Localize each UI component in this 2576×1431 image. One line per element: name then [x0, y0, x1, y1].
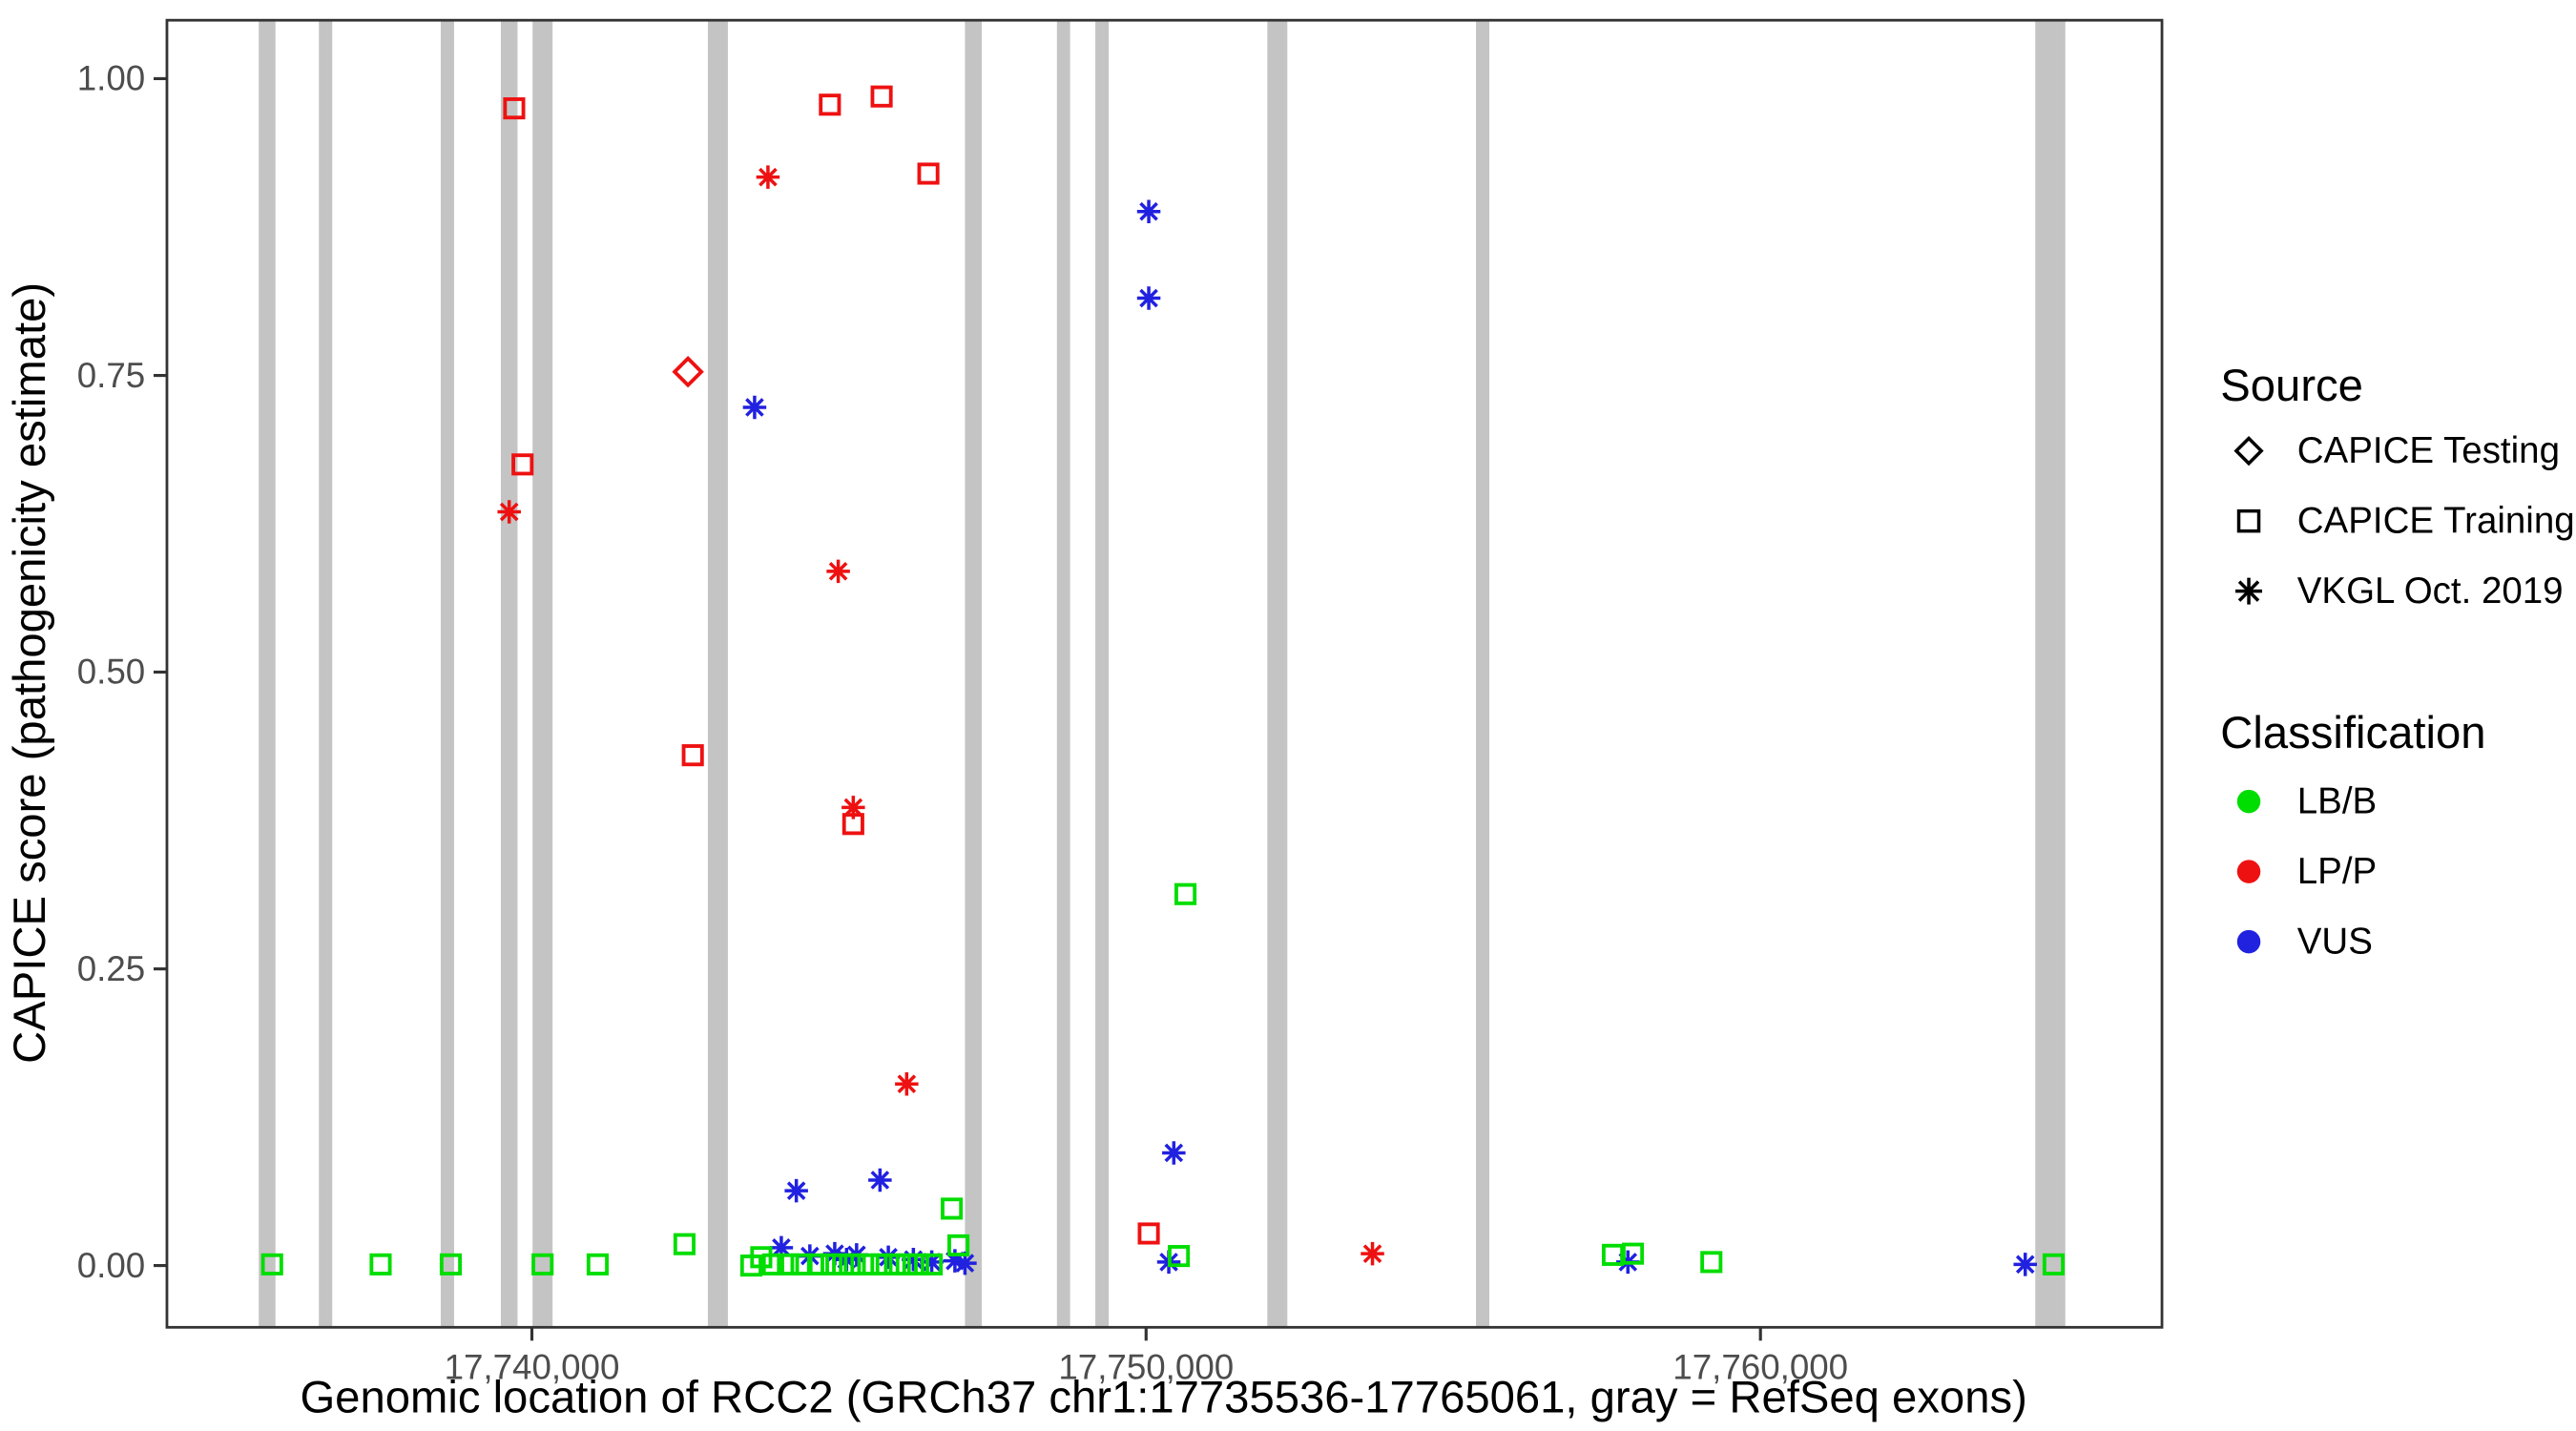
square-legend-icon — [2236, 508, 2261, 533]
x-tick-label: 17,760,000 — [1672, 1348, 1848, 1387]
legend-item-lbb: LB/B — [2297, 780, 2377, 821]
diamond-legend-icon — [2233, 436, 2264, 467]
x-tick-label: 17,750,000 — [1058, 1348, 1234, 1387]
point-square — [777, 1253, 800, 1275]
exon-bar — [259, 20, 276, 1328]
legend-classification: Classification LB/B LP/P VUS — [2220, 708, 2485, 962]
point-square — [503, 97, 526, 120]
exon-bar — [319, 20, 333, 1328]
point-square — [906, 1253, 929, 1275]
plot-panel-border — [165, 18, 2164, 1329]
exon-bar — [1267, 20, 1288, 1328]
point-asterisk — [943, 1249, 967, 1273]
point-square — [819, 93, 841, 116]
point-square — [1168, 1245, 1191, 1268]
point-square — [895, 1253, 918, 1275]
point-square — [260, 1253, 283, 1275]
lpp-color-swatch-icon — [2236, 860, 2261, 883]
point-square — [369, 1253, 392, 1275]
point-asterisk — [769, 1235, 794, 1260]
x-tick-label: 17,740,000 — [445, 1348, 620, 1387]
point-square — [1700, 1251, 1723, 1274]
legend-source: Source CAPICE Testing CAPICE Training VK… — [2220, 361, 2574, 612]
data-points — [260, 85, 2066, 1277]
point-asterisk — [1162, 1141, 1186, 1165]
point-square — [921, 1253, 944, 1275]
point-square — [947, 1234, 970, 1256]
asterisk-legend-icon — [2235, 577, 2263, 605]
point-asterisk — [1136, 286, 1161, 310]
point-square — [857, 1253, 880, 1275]
point-square — [806, 1253, 829, 1275]
point-square — [843, 1253, 866, 1275]
point-asterisk — [826, 559, 850, 584]
point-square — [586, 1253, 609, 1275]
point-asterisk — [2013, 1253, 2037, 1276]
legend-classification-title: Classification — [2220, 708, 2485, 758]
point-square — [832, 1253, 855, 1275]
point-asterisk — [742, 395, 767, 420]
y-tick-label: 0.50 — [77, 653, 146, 692]
point-square — [1621, 1242, 1645, 1265]
point-asterisk — [756, 165, 780, 189]
exon-bar — [500, 20, 518, 1328]
point-square — [1137, 1222, 1160, 1245]
exon-bars — [259, 20, 2066, 1328]
vus-color-swatch-icon — [2236, 929, 2261, 954]
point-square — [750, 1246, 773, 1269]
legend-item-capice-training: CAPICE Training — [2297, 500, 2575, 541]
point-square — [883, 1253, 906, 1275]
point-asterisk — [784, 1178, 808, 1203]
legend-item-vkgl: VKGL Oct. 2019 — [2297, 570, 2564, 612]
exon-bar — [440, 20, 454, 1328]
lbb-color-swatch-icon — [2236, 789, 2261, 814]
point-square — [870, 85, 893, 108]
point-square — [821, 1253, 843, 1275]
exon-bar — [1476, 20, 1490, 1328]
point-square — [941, 1197, 964, 1220]
point-asterisk — [876, 1245, 901, 1270]
y-tick-label: 0.75 — [77, 356, 146, 395]
point-square — [2042, 1253, 2066, 1275]
point-asterisk — [1361, 1241, 1384, 1266]
point-asterisk — [1136, 199, 1161, 223]
point-asterisk — [902, 1248, 925, 1272]
point-asterisk — [841, 796, 865, 819]
legend-item-capice-testing: CAPICE Testing — [2297, 430, 2560, 471]
point-asterisk — [497, 500, 521, 524]
axis-ticks: 17,740,000 17,750,000 17,760,000 0.00 0.25 0.… — [77, 59, 1848, 1387]
point-asterisk — [953, 1251, 977, 1275]
point-asterisk — [895, 1071, 919, 1096]
y-tick-label: 1.00 — [77, 59, 146, 98]
exon-bar — [1095, 20, 1110, 1328]
legend-item-vus: VUS — [2297, 921, 2373, 962]
y-tick-label: 0.00 — [77, 1246, 146, 1285]
y-axis-title: CAPICE score (pathogenicity estimate) — [5, 282, 55, 1064]
point-square — [917, 162, 940, 185]
point-square — [870, 1253, 893, 1275]
point-square — [761, 1253, 784, 1275]
point-square — [673, 1233, 696, 1255]
point-square — [1174, 882, 1197, 905]
point-square — [681, 744, 704, 767]
point-square — [531, 1253, 554, 1275]
legend-item-lpp: LP/P — [2297, 851, 2377, 892]
exon-bar — [707, 20, 728, 1328]
point-asterisk — [920, 1250, 944, 1275]
point-square — [790, 1253, 813, 1275]
exon-bar — [1056, 20, 1070, 1328]
point-asterisk — [868, 1168, 892, 1192]
point-square — [511, 453, 534, 476]
y-tick-label: 0.25 — [77, 949, 146, 988]
exon-bar — [532, 20, 553, 1328]
legend-source-title: Source — [2220, 361, 2363, 411]
point-diamond — [672, 355, 704, 388]
point-square — [439, 1253, 463, 1275]
exon-bar — [2035, 20, 2066, 1328]
x-axis-title: Genomic location of RCC2 (GRCh37 chr1:17… — [300, 1373, 2026, 1423]
exon-bar — [965, 20, 983, 1328]
